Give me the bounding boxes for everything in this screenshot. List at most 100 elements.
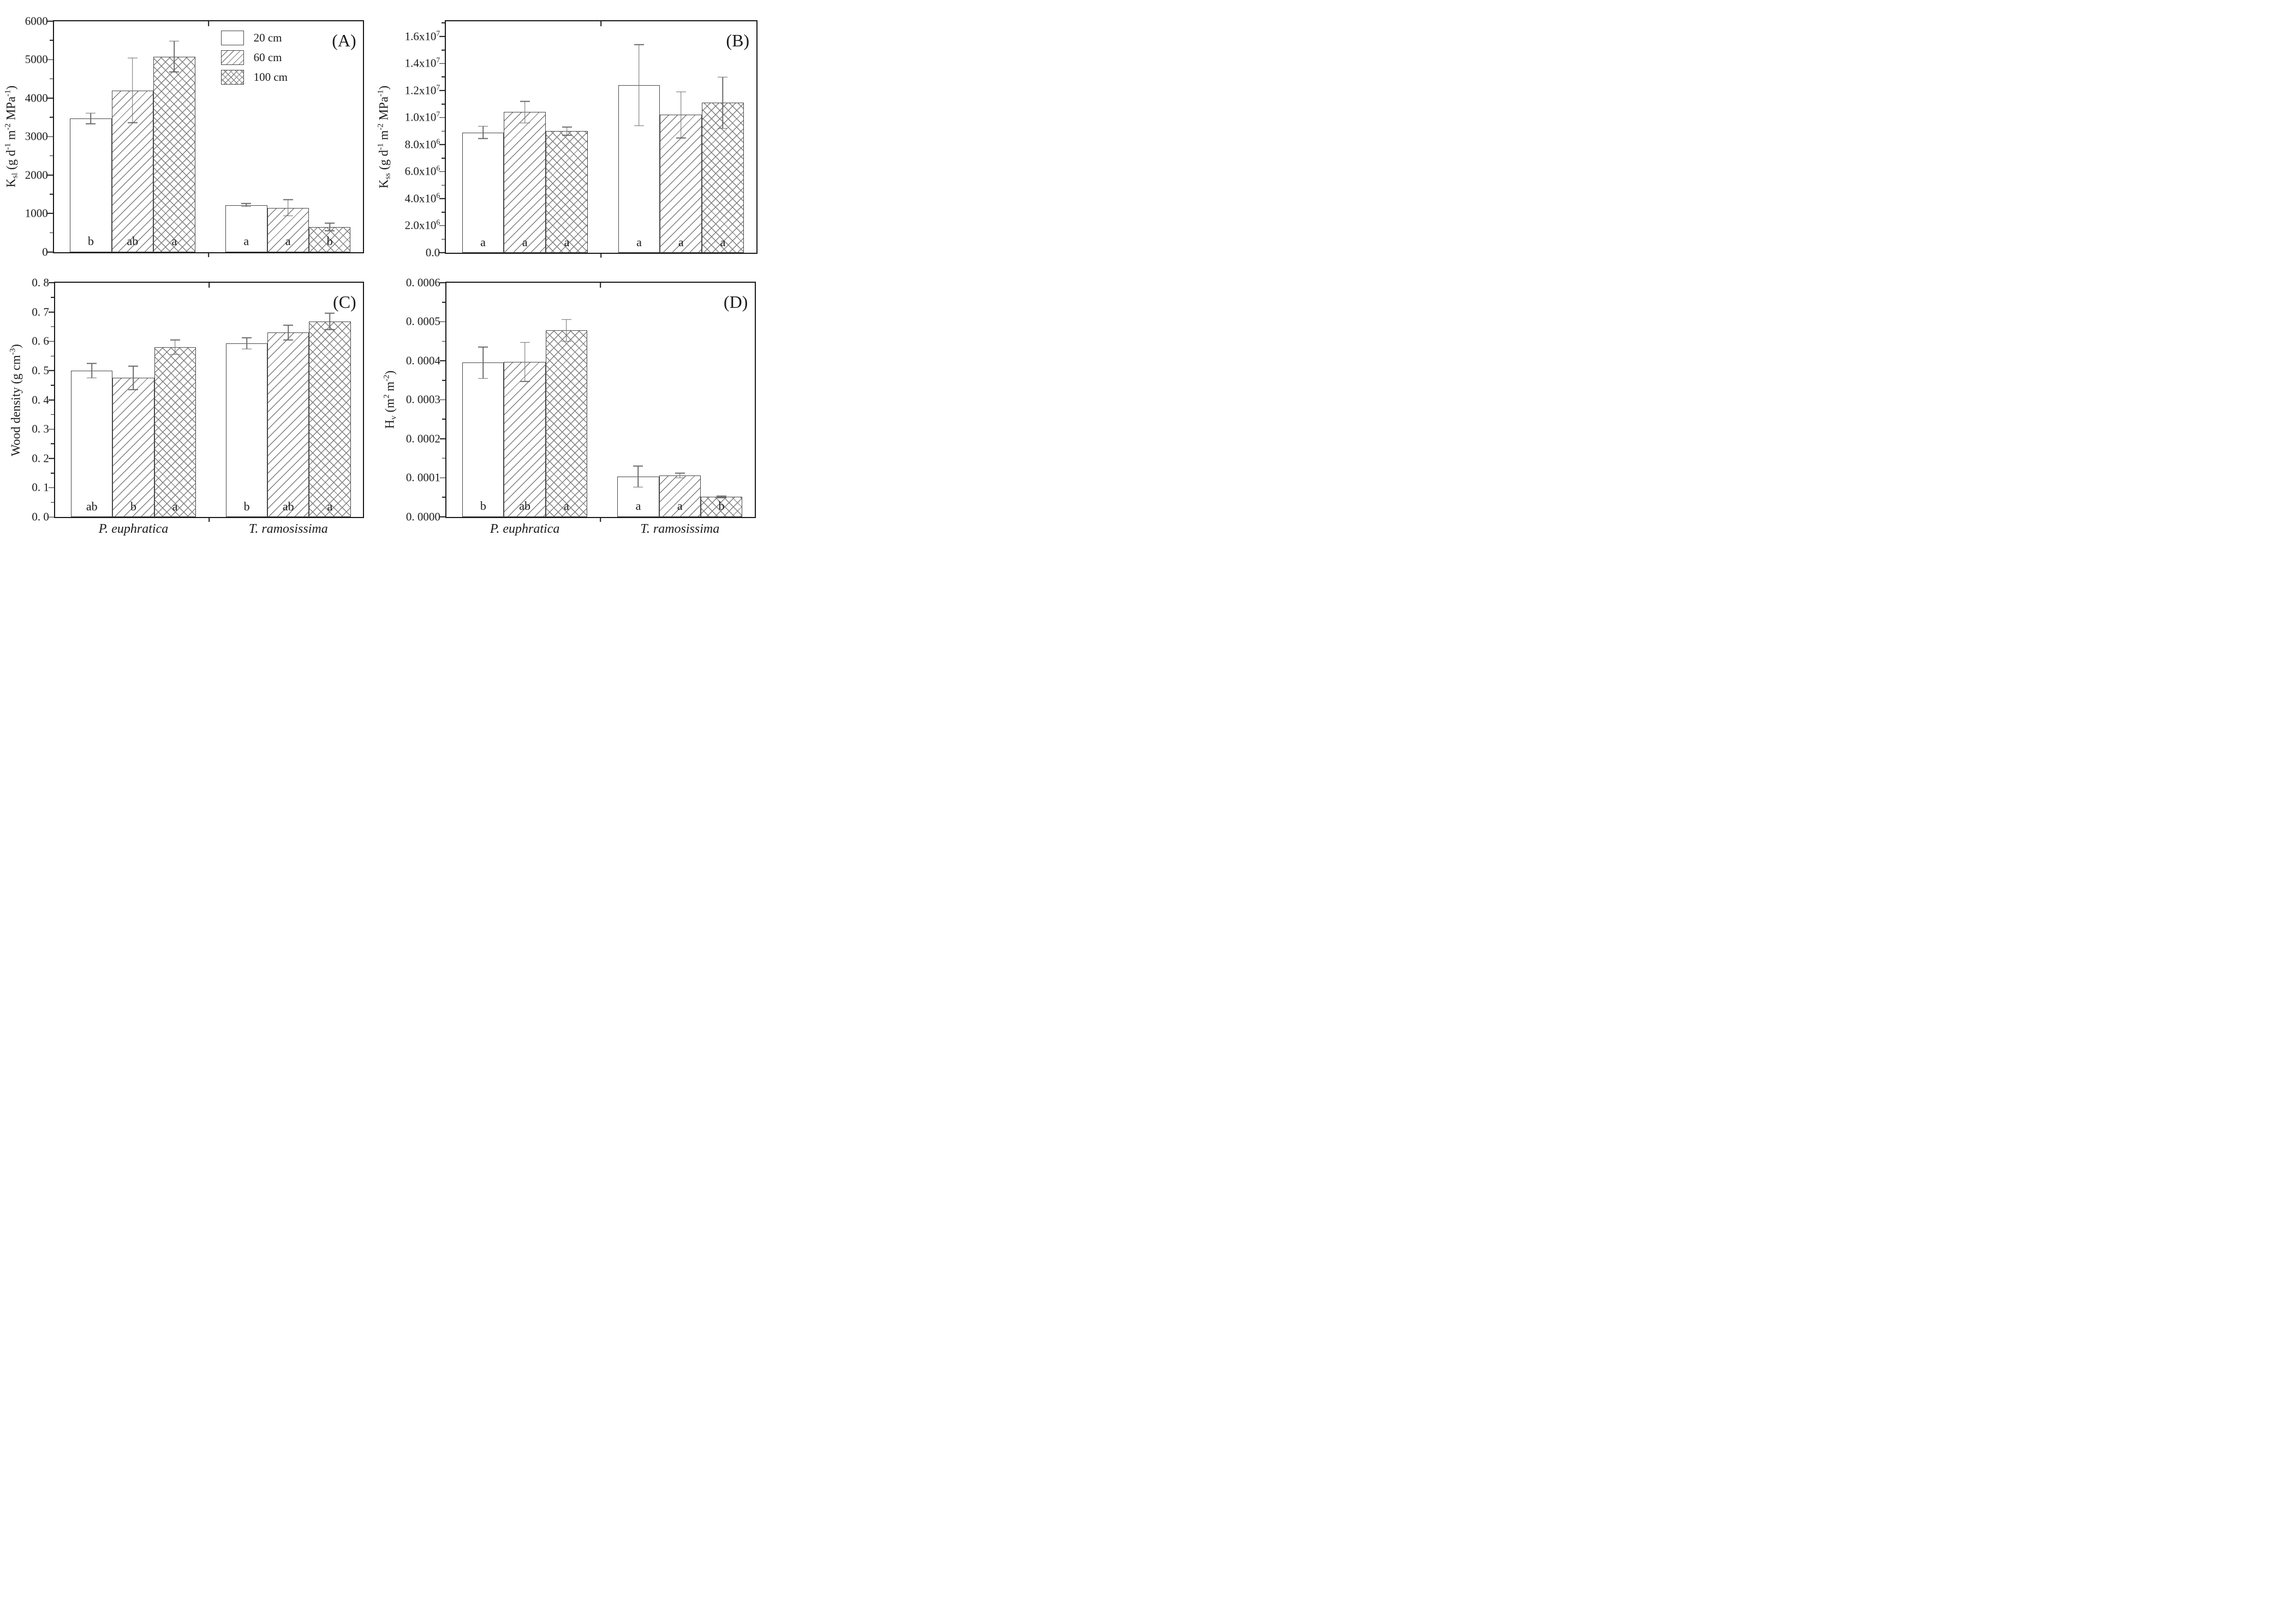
y-axis-major-tick xyxy=(439,63,445,64)
significance-letter: b xyxy=(480,499,486,513)
bar-100-cm xyxy=(545,330,587,517)
error-bar xyxy=(637,466,639,487)
text-segment: m xyxy=(4,130,18,144)
error-bar-cap-top xyxy=(325,222,335,224)
text-segment: -1 xyxy=(376,143,385,150)
bar-60-cm xyxy=(504,362,546,517)
y-axis-major-tick xyxy=(47,213,53,214)
text-segment: 0. 0004 xyxy=(405,354,440,367)
panel-B: 0.0 2.0x106 4.0x106 6.0x106 8.0x106 1.0x107 1.… xyxy=(377,20,758,258)
y-axis-major-tick xyxy=(47,20,53,22)
y-axis-tick-label: 0. 0002 xyxy=(406,433,440,444)
y-axis-major-tick xyxy=(439,477,445,478)
error-bar-cap-bottom xyxy=(283,215,293,217)
significance-letter: a xyxy=(635,499,641,513)
error-bar xyxy=(329,223,330,231)
y-axis-title: Kss (g d-1 m-2 MPa-1) xyxy=(376,86,392,189)
error-bar-cap-bottom xyxy=(241,206,252,207)
y-axis-major-tick xyxy=(439,321,445,323)
y-axis-minor-tick xyxy=(50,414,54,415)
text-segment: 0. 6 xyxy=(32,334,49,348)
text-segment: sl xyxy=(10,173,20,179)
significance-letter: a xyxy=(677,499,683,513)
bar-20-cm xyxy=(71,370,113,518)
error-bar xyxy=(288,199,289,216)
error-bar-cap-top xyxy=(717,496,727,497)
x-axis-center-tick-top xyxy=(208,21,209,26)
y-axis-minor-tick xyxy=(49,78,53,80)
y-axis-major-tick xyxy=(439,225,445,227)
error-bar xyxy=(680,92,682,138)
legend-label: 20 cm xyxy=(253,31,282,44)
significance-letter: a xyxy=(563,499,569,513)
y-axis-minor-tick xyxy=(50,384,54,386)
y-axis-major-tick xyxy=(48,341,54,342)
error-bar-cap-top xyxy=(718,76,728,78)
plot-area-B: 0.0 2.0x106 4.0x106 6.0x106 8.0x106 1.0x107 1.… xyxy=(405,20,758,258)
error-bar-cap-bottom xyxy=(633,486,643,488)
text-segment: 1000 xyxy=(25,206,48,220)
y-axis-minor-tick xyxy=(442,185,445,186)
y-axis-minor-tick xyxy=(49,117,53,118)
text-segment: ) xyxy=(9,343,23,348)
y-axis-tick-label: 0. 1 xyxy=(32,481,49,493)
panel-label-A: (A) xyxy=(332,30,356,50)
text-segment: H xyxy=(383,419,397,429)
y-axis-tick-label: 4000 xyxy=(25,92,48,104)
y-axis-major-tick xyxy=(48,429,54,430)
plot-area-C: 0. 0 0. 1 0. 2 0. 3 0. 4 0. 5 0. 6 0. 7 0. 8 ab b a… xyxy=(32,277,365,536)
error-bar-cap-bottom xyxy=(634,125,644,126)
panel-label-B: (B) xyxy=(726,30,750,50)
y-axis-minor-tick xyxy=(442,157,445,159)
legend-item: 20 cm xyxy=(220,30,288,45)
y-axis-major-tick xyxy=(48,516,54,518)
significance-letter: ab xyxy=(86,499,98,513)
text-segment: m xyxy=(377,130,391,144)
bar-60-cm xyxy=(659,475,701,517)
y-axis-minor-tick xyxy=(49,194,53,195)
significance-letter: a xyxy=(522,235,528,249)
panel-C: 0. 0 0. 1 0. 2 0. 3 0. 4 0. 5 0. 6 0. 7 0. 8 ab b a… xyxy=(8,277,365,536)
y-axis-minor-tick xyxy=(442,211,445,213)
text-segment: 2.0x10 xyxy=(404,218,437,232)
error-bar-cap-bottom xyxy=(520,122,530,124)
error-bar-cap-bottom xyxy=(717,497,727,498)
error-bar-cap-top xyxy=(520,342,530,343)
y-axis-minor-tick xyxy=(442,497,445,498)
y-axis-major-tick xyxy=(48,487,54,489)
y-axis-minor-tick xyxy=(442,49,445,51)
bar-100-cm xyxy=(546,131,588,253)
y-axis-minor-tick xyxy=(49,155,53,157)
text-segment: 3000 xyxy=(25,129,48,143)
error-bar-cap-top xyxy=(325,313,335,314)
text-segment: 0. 0 xyxy=(32,510,49,524)
text-segment: K xyxy=(377,179,391,189)
text-segment: 0 xyxy=(42,245,48,259)
text-segment: 1.2x10 xyxy=(404,84,437,97)
y-axis-tick-label: 0.0 xyxy=(426,247,440,258)
figure: 0 1000 2000 3000 4000 5000 6000 b ab a a a b (A) 20 cm… xyxy=(0,0,766,536)
legend-item: 100 cm xyxy=(220,69,288,85)
plot-area-A: 0 1000 2000 3000 4000 5000 6000 b ab a a a b (A) 20 cm… xyxy=(25,15,365,258)
x-category-label: T. ramosissima xyxy=(640,521,720,536)
y-axis-tick-label: 2000 xyxy=(25,169,48,181)
x-axis-center-tick-top xyxy=(600,283,601,288)
y-axis-tick-label: 0. 5 xyxy=(32,365,49,376)
y-axis-major-tick xyxy=(439,35,445,37)
y-axis-minor-tick xyxy=(442,379,445,381)
error-bar-cap-bottom xyxy=(325,230,335,231)
error-bar-cap-bottom xyxy=(128,389,139,390)
text-segment: 6 xyxy=(436,137,440,146)
significance-letter: b xyxy=(130,499,136,513)
y-axis-major-tick xyxy=(48,282,54,283)
significance-letter: a xyxy=(285,234,291,248)
legend-label: 100 cm xyxy=(253,70,288,84)
significance-letter: b xyxy=(326,234,333,248)
text-segment: -3 xyxy=(8,348,17,355)
text-segment: 5000 xyxy=(25,52,48,66)
y-axis-tick-label: 0. 4 xyxy=(32,394,49,406)
panel-label-D: (D) xyxy=(723,292,748,312)
y-axis-major-tick xyxy=(439,282,445,283)
legend-swatch-diagonal xyxy=(220,50,244,65)
text-segment: Wood density (g cm xyxy=(9,354,23,456)
